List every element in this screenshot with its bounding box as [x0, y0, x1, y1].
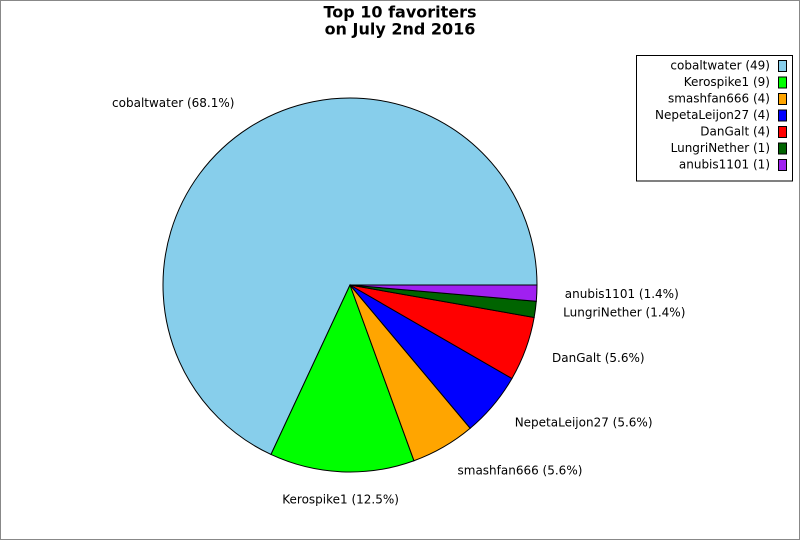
- slice-label: Kerospike1 (12.5%): [282, 492, 399, 506]
- legend-swatch: [778, 159, 787, 171]
- slice-label: DanGalt (5.6%): [552, 351, 645, 365]
- legend-swatch: [778, 60, 787, 72]
- legend-swatch: [778, 76, 787, 89]
- slice-label: LungriNether (1.4%): [563, 306, 685, 320]
- pie-slice: [349, 284, 538, 302]
- legend-label: NepetaLeijon27 (4): [655, 108, 770, 122]
- legend-label: cobaltwater (49): [670, 59, 770, 73]
- slice-label: NepetaLeijon27 (5.6%): [515, 416, 653, 430]
- legend-label: LungriNether (1): [671, 141, 770, 155]
- slice-label: smashfan666 (5.6%): [458, 464, 583, 478]
- chart-title: on July 2nd 2016: [325, 20, 476, 39]
- legend-swatch: [778, 93, 787, 105]
- legend-box: [636, 55, 793, 182]
- pie-slice: [162, 97, 538, 456]
- pie-slice: [270, 283, 415, 473]
- slice-label: anubis1101 (1.4%): [565, 287, 679, 301]
- legend-label: smashfan666 (4): [668, 92, 770, 106]
- legend-label: anubis1101 (1): [679, 158, 770, 172]
- slice-label: cobaltwater (68.1%): [112, 96, 234, 110]
- legend-swatch: [778, 126, 787, 138]
- legend-swatch: [778, 142, 787, 155]
- legend-swatch: [778, 109, 787, 122]
- chart-title: Top 10 favoriters: [323, 3, 476, 22]
- legend-label: DanGalt (4): [700, 125, 770, 139]
- legend-label: Kerospike1 (9): [684, 75, 770, 89]
